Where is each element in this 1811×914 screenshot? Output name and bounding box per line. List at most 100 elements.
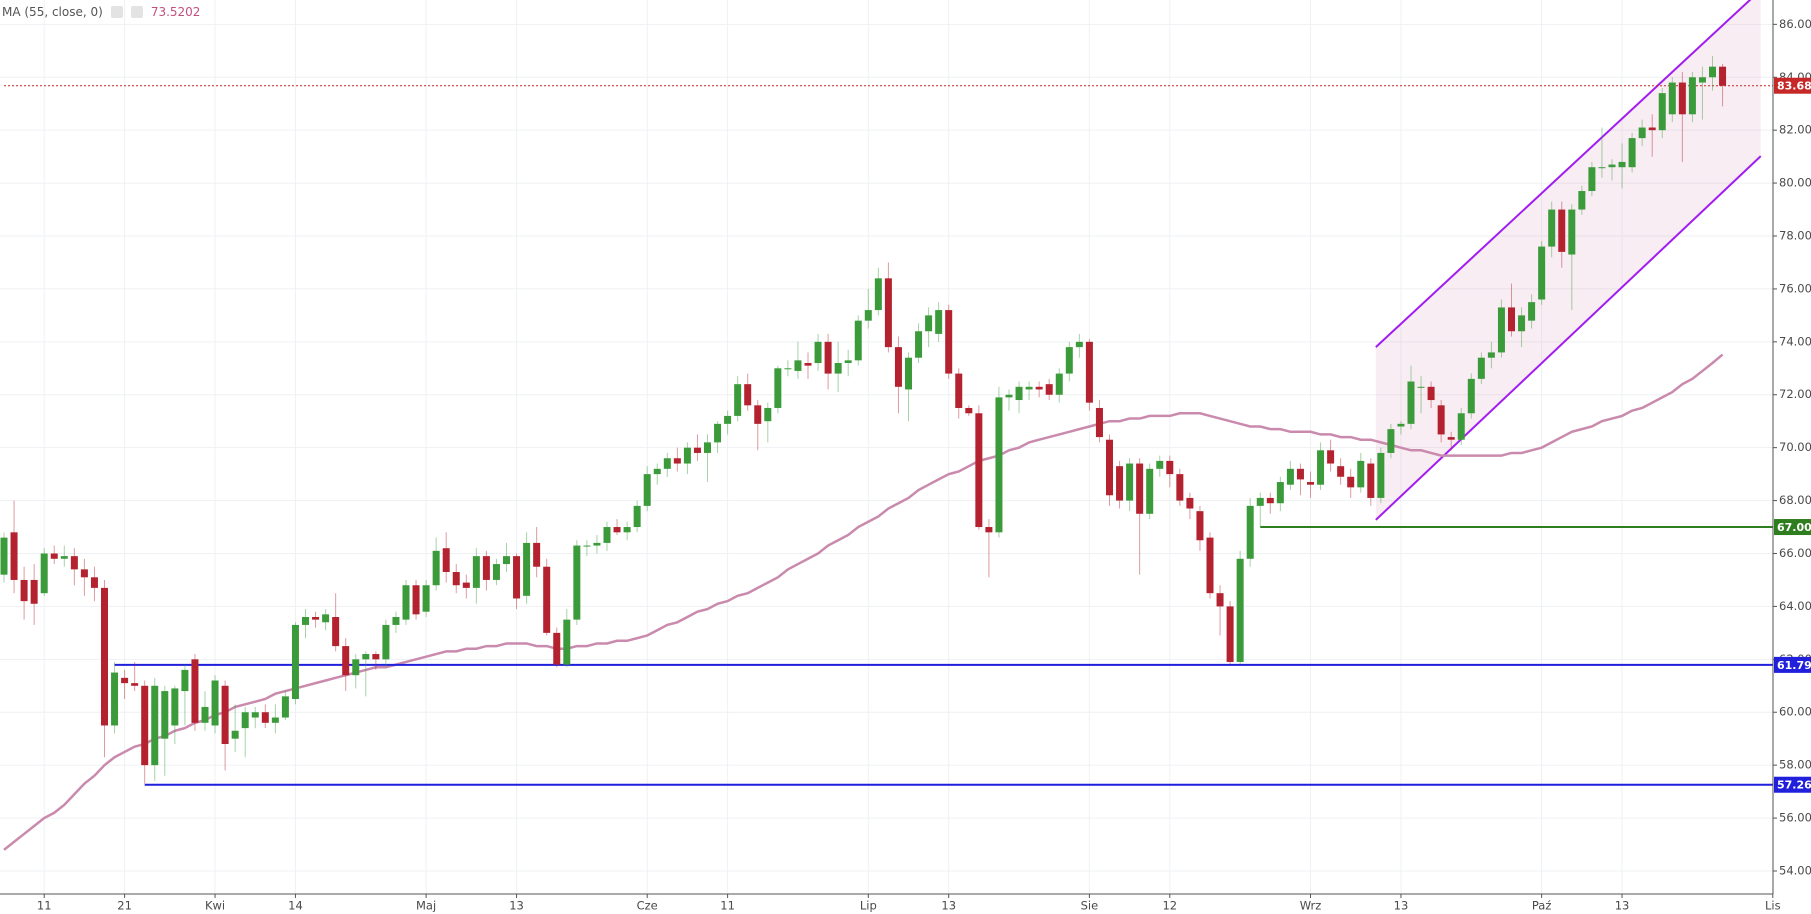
candle-body [382,624,390,660]
candle-body [302,616,309,625]
candle-body [342,646,350,676]
candle-body [131,683,139,686]
y-tick-label: 76.00 [1779,281,1811,295]
candle-body [201,706,209,723]
x-tick-label: 13 [1394,899,1409,913]
x-tick-label: 21 [117,899,132,913]
candle-body [905,357,912,390]
y-tick-label: 56.00 [1779,811,1811,825]
candle-body [1518,315,1526,332]
candle-body [241,712,249,729]
candle-body [1045,384,1053,395]
candle-body [925,315,933,332]
candle-body [1508,307,1515,332]
candle-body [1648,127,1656,131]
candle-body [281,696,289,718]
candle-body [1256,497,1264,506]
candle-body [894,347,902,387]
candle-body [1196,511,1204,541]
candle-body [1005,394,1013,398]
y-tick-label: 78.00 [1779,229,1811,243]
y-tick-label: 60.00 [1779,705,1811,719]
candle-body [1588,167,1596,192]
y-tick-label: 80.00 [1779,176,1811,190]
candle-body [101,587,108,726]
candle-body [633,505,641,528]
candle-body [523,542,531,596]
candle-body [432,550,440,586]
candle-body [1528,302,1536,321]
level-label: 67.00 [1777,521,1811,534]
candle-body [1497,307,1505,353]
candle-body [251,712,259,718]
x-tick-label: 11 [37,899,52,913]
candle-body [643,474,651,506]
candle-body [814,341,822,363]
ma-legend-label: MA (55, close, 0) [2,5,103,19]
candle-body [30,579,38,604]
candle-body [1387,429,1395,453]
candle-body [1678,82,1686,115]
candle-body [915,331,923,358]
candle-body [945,310,953,374]
candle-body [985,527,993,533]
candle-body [452,572,460,586]
candle-body [141,685,149,766]
settings-button[interactable] [110,6,123,18]
candle-body [824,341,832,374]
candle-body [1698,77,1706,83]
ma-legend-value: 73.5202 [150,5,201,19]
candle-body [1206,537,1214,594]
plot-area [0,0,1773,894]
candle-body [462,582,470,588]
candle-body [1397,423,1405,427]
moving-average-line [3,353,1724,851]
x-tick-label: Cze [637,899,658,913]
candle-body [312,616,320,620]
candle-body [231,730,239,739]
candle-body [1367,463,1375,498]
y-tick-label: 70.00 [1779,440,1811,454]
y-tick-label: 86.00 [1779,17,1811,31]
candle-body [442,548,450,573]
candle-body [1085,341,1093,403]
candle-body [1246,505,1254,559]
candle-body [492,564,500,580]
candle-body [784,368,792,370]
candle-body [1709,66,1716,78]
candle-body [995,397,1003,533]
candle-body [623,527,631,533]
candle-body [181,669,189,692]
close-button[interactable] [130,6,143,18]
candle-body [613,527,621,533]
candle-body [80,569,88,578]
candle-body [503,556,510,565]
candle-body [1327,450,1335,464]
candle-body [1457,413,1465,440]
y-tick-label: 58.00 [1779,758,1811,772]
candle-body [653,468,661,475]
candle-body [1216,593,1224,607]
candle-body [1176,474,1184,501]
candle-body [372,654,380,660]
candle-body [1015,386,1023,401]
x-tick-label: Kwi [205,899,225,913]
candle-body [693,447,701,453]
candle-body [1296,468,1304,480]
candle-body [402,585,410,620]
candle-body [1578,191,1586,210]
candle-body [40,553,48,594]
legend: MA (55, close, 0) 73.5202 [2,5,200,19]
candle-body [1638,127,1646,139]
level-label: 83.68 [1777,80,1811,93]
candle-body [975,413,983,528]
candle-body [362,654,370,660]
candle-body [1236,558,1244,662]
x-tick-label: Sie [1081,899,1099,913]
x-tick-label: Paź [1532,899,1552,913]
candle-body [804,362,812,366]
candle-body [1337,466,1345,477]
candle-body [1447,437,1455,440]
